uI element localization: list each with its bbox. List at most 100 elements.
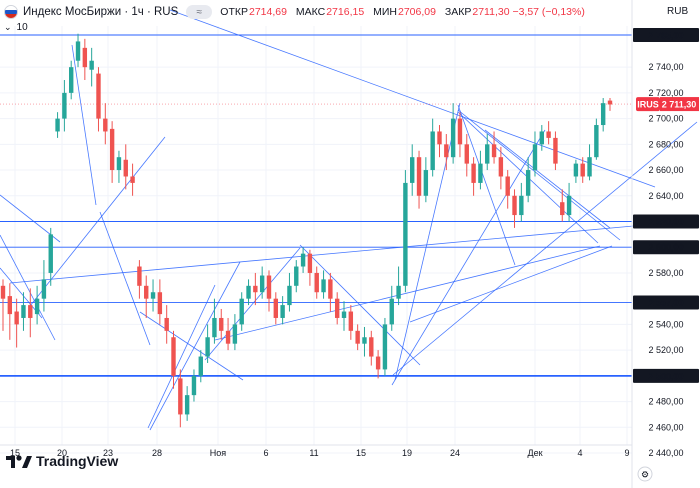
trendline [204, 247, 301, 361]
symbol-tag-bg [636, 97, 660, 112]
candle-body [178, 378, 183, 415]
candle-body [587, 157, 592, 177]
candle-body [355, 330, 360, 344]
candle-body [75, 41, 81, 61]
level-label: 2 600,00 [648, 243, 683, 253]
candle-body [525, 170, 531, 196]
candle-body [478, 163, 483, 183]
candle-body [123, 159, 128, 177]
candle-body [321, 279, 326, 293]
price-tick-label: 2 480,00 [648, 397, 683, 407]
candle-body [144, 285, 149, 299]
candle-body [396, 285, 401, 299]
price-tick-label: 2 460,00 [648, 422, 683, 432]
candle-body [362, 337, 367, 344]
candle-body [300, 253, 306, 267]
candle-body [212, 317, 217, 338]
trendline [9, 223, 656, 284]
ohlc-readout: ОТКР2714,69 МАКС2716,15 МИН2706,09 ЗАКР2… [220, 6, 591, 18]
candle-body [314, 272, 319, 293]
price-tick-label: 2 740,00 [648, 62, 683, 72]
time-tick-label: 19 [402, 448, 412, 458]
candle-body [55, 118, 60, 132]
candle-body [505, 176, 510, 196]
ohlc-value: 2711,30 −3,57 (−0,13%) [472, 6, 585, 18]
candle-body [437, 131, 442, 145]
time-tick-label: 11 [309, 448, 318, 458]
time-tick-label: 15 [10, 448, 20, 458]
level-label: 2 557,00 [648, 298, 683, 308]
candle-body [457, 118, 463, 145]
price-axis: 2 740,00 2 720,00 2 700,00 2 680,00 2 660,00… [0, 0, 684, 488]
symbol-title[interactable]: Индекс МосБиржи · 1ч · RUS [23, 6, 179, 18]
candle-body [273, 298, 279, 318]
price-tick-label: 2 520,00 [648, 345, 683, 355]
candle-body [334, 298, 340, 318]
time-tick-label: 15 [356, 448, 366, 458]
ohlc-value: 2716,15 [326, 6, 365, 18]
candle-body [137, 266, 142, 286]
volume-label: 10 [16, 22, 28, 33]
time-tick-label: Дек [527, 448, 542, 458]
candle-body [566, 195, 572, 216]
price-tick-label: 2 440,00 [648, 448, 683, 458]
time-axis: 15 20 23 28 Ноя 6 11 15 19 24 Дек 4 9 ⚙ [10, 448, 653, 482]
candle-body [287, 285, 292, 306]
trendline [149, 261, 241, 431]
candle-body [450, 118, 456, 158]
gear-glyph: ⚙ [641, 470, 649, 480]
volume-legend[interactable]: ⌄ 10 [4, 22, 28, 33]
candle-body [580, 163, 585, 177]
candle-body [0, 285, 6, 299]
candle-body [191, 375, 197, 396]
candle-body [375, 356, 381, 370]
candle-body [198, 356, 203, 376]
candle-body [498, 157, 504, 177]
candle-body [471, 163, 476, 183]
time-tick-label: 6 [263, 448, 268, 458]
trendline [169, 9, 656, 188]
price-tick-label: 2 540,00 [648, 319, 683, 329]
candle-body [62, 92, 67, 119]
chart-grid [0, 26, 632, 454]
candle-body [444, 144, 449, 158]
candle-body [464, 144, 469, 164]
time-tick-label: Ноя [210, 448, 227, 458]
ohlc-value: 2714,69 [248, 6, 287, 18]
tradingview-logo-icon [6, 455, 32, 468]
trendline [457, 104, 516, 266]
candle-body [607, 100, 613, 105]
candle-body [573, 163, 579, 177]
candle-body [205, 337, 210, 357]
candle-body [157, 292, 163, 315]
settings-icon[interactable] [637, 466, 653, 482]
time-tick-label: 4 [577, 448, 582, 458]
candle-body [48, 234, 53, 273]
candle-body [150, 292, 156, 299]
price-tick-label: 2 700,00 [648, 114, 683, 124]
price-tick-label: 2 640,00 [648, 191, 683, 201]
trendline [214, 245, 601, 341]
trendline [139, 311, 244, 381]
ohlc-key: ЗАКР [444, 6, 472, 18]
candle-body [266, 275, 272, 299]
candle-body [41, 279, 47, 299]
chevron-down-icon[interactable]: ⌄ [4, 22, 12, 32]
trendline [484, 129, 611, 229]
candle-body [232, 324, 238, 344]
trendline [457, 109, 621, 241]
candle-body [341, 311, 347, 318]
trendline [394, 102, 461, 381]
tradingview-logo[interactable]: TradingView [6, 453, 118, 469]
candle-body [69, 67, 74, 93]
candle-body [7, 296, 13, 315]
candle-body [410, 157, 415, 183]
indicator-pill[interactable]: ≈ [186, 5, 213, 19]
currency-label[interactable]: RUB [667, 6, 689, 17]
candle-body [307, 253, 313, 273]
time-tick-label: 24 [450, 448, 460, 458]
candle-body [28, 305, 33, 318]
candle-body [184, 395, 190, 415]
candle-body [539, 131, 544, 145]
